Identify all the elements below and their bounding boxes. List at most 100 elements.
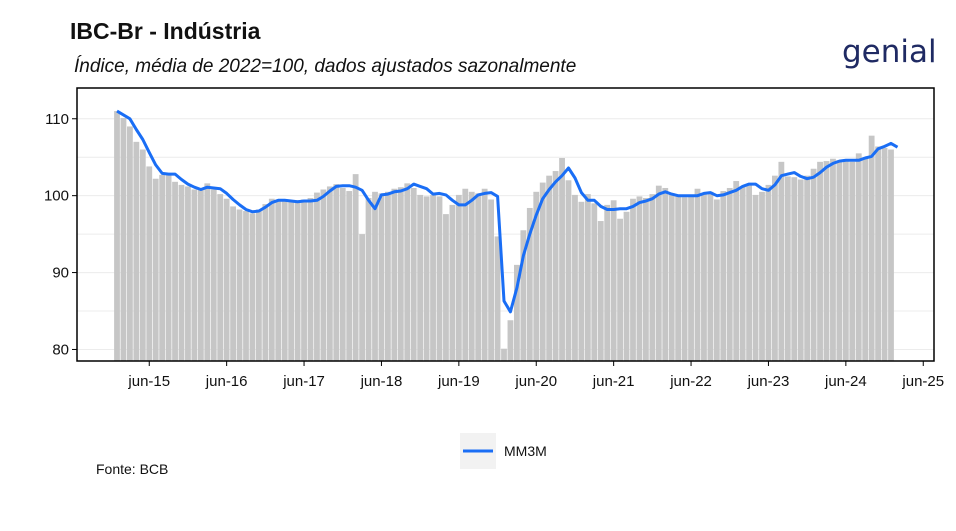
- bar: [520, 230, 527, 361]
- bar: [178, 184, 185, 361]
- bar: [623, 211, 630, 361]
- x-tick-label: jun-24: [824, 373, 867, 390]
- bar: [494, 236, 501, 361]
- chart-title: IBC-Br - Indústria: [70, 18, 261, 44]
- bar: [836, 160, 843, 361]
- bar: [172, 181, 178, 361]
- bar: [655, 185, 662, 361]
- bar: [642, 197, 649, 361]
- bar: [314, 192, 320, 361]
- bar: [146, 166, 153, 361]
- bar: [572, 194, 578, 361]
- bar: [584, 194, 591, 361]
- bar: [397, 187, 404, 361]
- bar: [384, 191, 391, 361]
- bar: [223, 198, 230, 361]
- bar: [707, 191, 714, 361]
- bar: [449, 204, 456, 361]
- bar: [701, 193, 707, 361]
- bar: [662, 187, 669, 361]
- bar: [720, 191, 727, 361]
- bar: [526, 207, 533, 361]
- bar: [120, 117, 127, 361]
- bar: [501, 348, 507, 361]
- bar: [817, 161, 823, 361]
- bar: [862, 158, 869, 361]
- bar: [849, 161, 856, 361]
- bar: [288, 201, 295, 361]
- bar: [133, 141, 140, 361]
- bar: [810, 168, 817, 361]
- bar: [249, 213, 256, 361]
- bar: [513, 264, 520, 361]
- x-tick-label: jun-16: [205, 373, 248, 390]
- bar: [236, 209, 243, 361]
- bar: [533, 191, 540, 361]
- bar: [739, 186, 746, 361]
- x-tick-label: jun-15: [127, 373, 170, 390]
- bar: [217, 194, 224, 361]
- bar: [378, 193, 385, 361]
- x-tick-label: jun-19: [437, 373, 480, 390]
- x-tick-label: jun-17: [282, 373, 325, 390]
- x-tick-label: jun-20: [514, 373, 557, 390]
- bar: [791, 177, 798, 361]
- bar: [268, 198, 275, 361]
- bar: [185, 186, 191, 361]
- bar: [630, 198, 636, 361]
- bar: [778, 161, 785, 361]
- bar: [210, 189, 217, 361]
- bar: [307, 197, 314, 361]
- bar: [546, 175, 553, 361]
- bar: [165, 174, 172, 361]
- bar: [804, 175, 811, 361]
- bar: [468, 191, 475, 361]
- bar: [391, 188, 398, 361]
- bar: [243, 211, 249, 361]
- source-note: Fonte: BCB: [96, 461, 169, 477]
- bar: [875, 146, 882, 361]
- bar: [333, 184, 340, 361]
- chart-subtitle: Índice, média de 2022=100, dados ajustad…: [74, 56, 577, 77]
- y-tick-label: 110: [45, 111, 69, 128]
- bar: [746, 184, 753, 361]
- bar: [294, 200, 301, 361]
- bar: [320, 189, 327, 361]
- bar: [784, 176, 791, 361]
- bar: [365, 197, 372, 361]
- bar: [597, 221, 604, 361]
- bar: [591, 203, 598, 361]
- bar: [617, 218, 624, 361]
- bar: [713, 199, 720, 361]
- bar: [255, 209, 262, 361]
- bar: [430, 194, 436, 361]
- bar: [481, 188, 488, 361]
- bar: [197, 188, 204, 361]
- bar: [868, 135, 875, 361]
- x-tick-label: jun-21: [592, 373, 635, 390]
- bar: [410, 187, 417, 361]
- bar: [765, 184, 772, 361]
- bar: [610, 200, 617, 361]
- bar: [830, 158, 836, 361]
- bar: [204, 183, 211, 361]
- bar: [372, 191, 378, 361]
- bar: [346, 191, 353, 361]
- bar: [694, 188, 701, 361]
- bar: [114, 111, 120, 361]
- bar: [359, 234, 366, 361]
- bar: [339, 187, 346, 361]
- bar: [475, 193, 482, 361]
- bar: [139, 149, 146, 361]
- bar: [455, 194, 462, 361]
- bar: [636, 196, 643, 361]
- y-tick-label: 90: [52, 265, 69, 282]
- x-tick-label: jun-18: [360, 373, 403, 390]
- plot-frame: [76, 87, 935, 362]
- y-tick-label: 80: [52, 341, 69, 358]
- bar: [726, 187, 733, 361]
- y-tick-label: 100: [44, 188, 69, 205]
- bar: [823, 161, 830, 361]
- bar: [436, 196, 443, 361]
